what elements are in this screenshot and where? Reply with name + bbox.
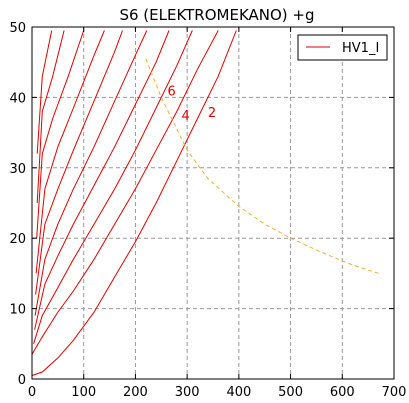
y-tick-label: 10 xyxy=(9,303,26,318)
y-tick-label: 30 xyxy=(9,162,26,177)
y-tick-label: 20 xyxy=(9,232,26,247)
x-tick-label: 700 xyxy=(382,385,407,400)
ticks: 0 100 200 300 400 500 600 700 0 10 20 30 40 50 xyxy=(9,21,406,400)
series-line-2 xyxy=(33,30,193,344)
series-line-1 xyxy=(31,30,219,355)
x-tick-label: 500 xyxy=(278,385,303,400)
series-line-8 xyxy=(36,30,65,204)
series-line-9 xyxy=(36,30,53,154)
series-line-6 xyxy=(35,30,105,274)
chart-title: S6 (ELEKTROMEKANO) +g xyxy=(119,6,314,24)
series-line-3 xyxy=(34,30,170,330)
x-tick-label: 200 xyxy=(123,385,148,400)
series-line-7 xyxy=(36,30,85,239)
annotations: 64 2 xyxy=(167,84,216,124)
annotation-4: 4 xyxy=(181,109,189,124)
annotation-6: 6 xyxy=(167,84,175,99)
x-tick-label: 300 xyxy=(175,385,200,400)
series-line-4 xyxy=(34,30,148,316)
x-tick-label: 600 xyxy=(330,385,355,400)
series-line-0 xyxy=(31,30,237,376)
limit-curve xyxy=(145,58,379,274)
x-tick-label: 400 xyxy=(226,385,251,400)
series-lines xyxy=(31,30,237,376)
y-tick-label: 40 xyxy=(9,91,26,106)
annotation-2: 2 xyxy=(208,106,216,121)
limit-curve-line xyxy=(145,58,379,274)
plot-frame xyxy=(31,26,395,380)
legend: HV1_I xyxy=(297,34,388,61)
x-tick-label: 100 xyxy=(71,385,96,400)
y-tick-label: 50 xyxy=(9,21,26,36)
series-line-5 xyxy=(35,30,123,295)
grid xyxy=(32,27,394,379)
x-tick-label: 0 xyxy=(28,385,36,400)
y-tick-label: 0 xyxy=(18,373,26,388)
legend-label-hv1-i: HV1_I xyxy=(342,41,379,56)
